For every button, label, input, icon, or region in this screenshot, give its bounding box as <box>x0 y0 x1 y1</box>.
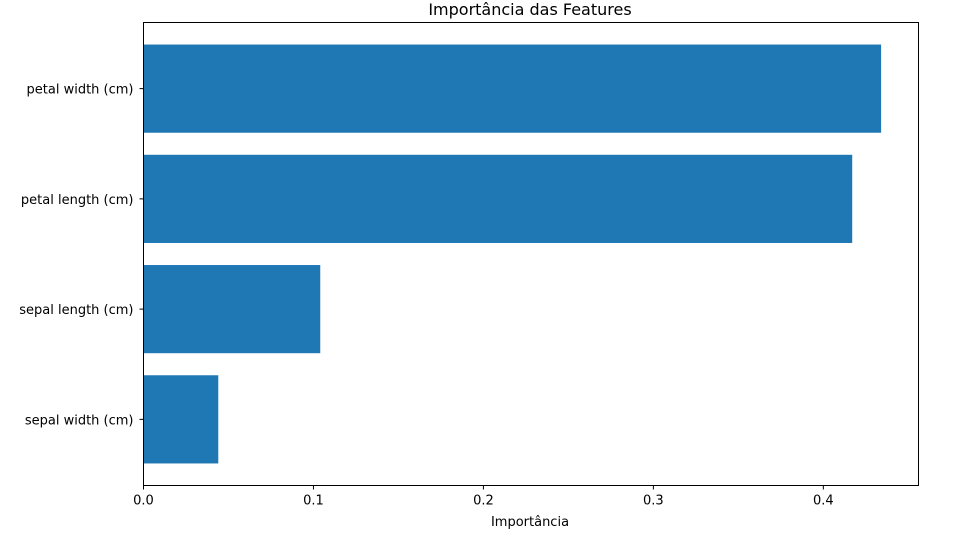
y-tick-label: sepal length (cm) <box>19 303 133 318</box>
y-axis-ticks: sepal width (cm) sepal length (cm) petal l… <box>19 83 144 428</box>
bars-group <box>143 44 882 464</box>
y-tick-label: sepal width (cm) <box>25 413 134 428</box>
bar-sepal-width-cm <box>143 375 219 464</box>
bar-petal-width-cm <box>143 44 882 133</box>
chart-title: Importância das Features <box>428 0 631 19</box>
x-tick-label: 0.1 <box>303 494 324 509</box>
x-axis-label: Importância <box>491 515 569 530</box>
x-tick-label: 0.4 <box>813 494 834 509</box>
plot-frame <box>143 22 919 486</box>
x-tick-label: 0.0 <box>133 494 154 509</box>
x-axis-ticks: 0.0 0.1 0.2 0.3 0.4 <box>133 485 834 509</box>
y-tick-label: petal length (cm) <box>21 193 134 208</box>
y-tick-label: petal width (cm) <box>27 83 134 98</box>
x-tick-label: 0.2 <box>473 494 494 509</box>
bar-sepal-length-cm <box>143 265 321 354</box>
x-tick-label: 0.3 <box>643 494 664 509</box>
bar-petal-length-cm <box>143 154 853 243</box>
